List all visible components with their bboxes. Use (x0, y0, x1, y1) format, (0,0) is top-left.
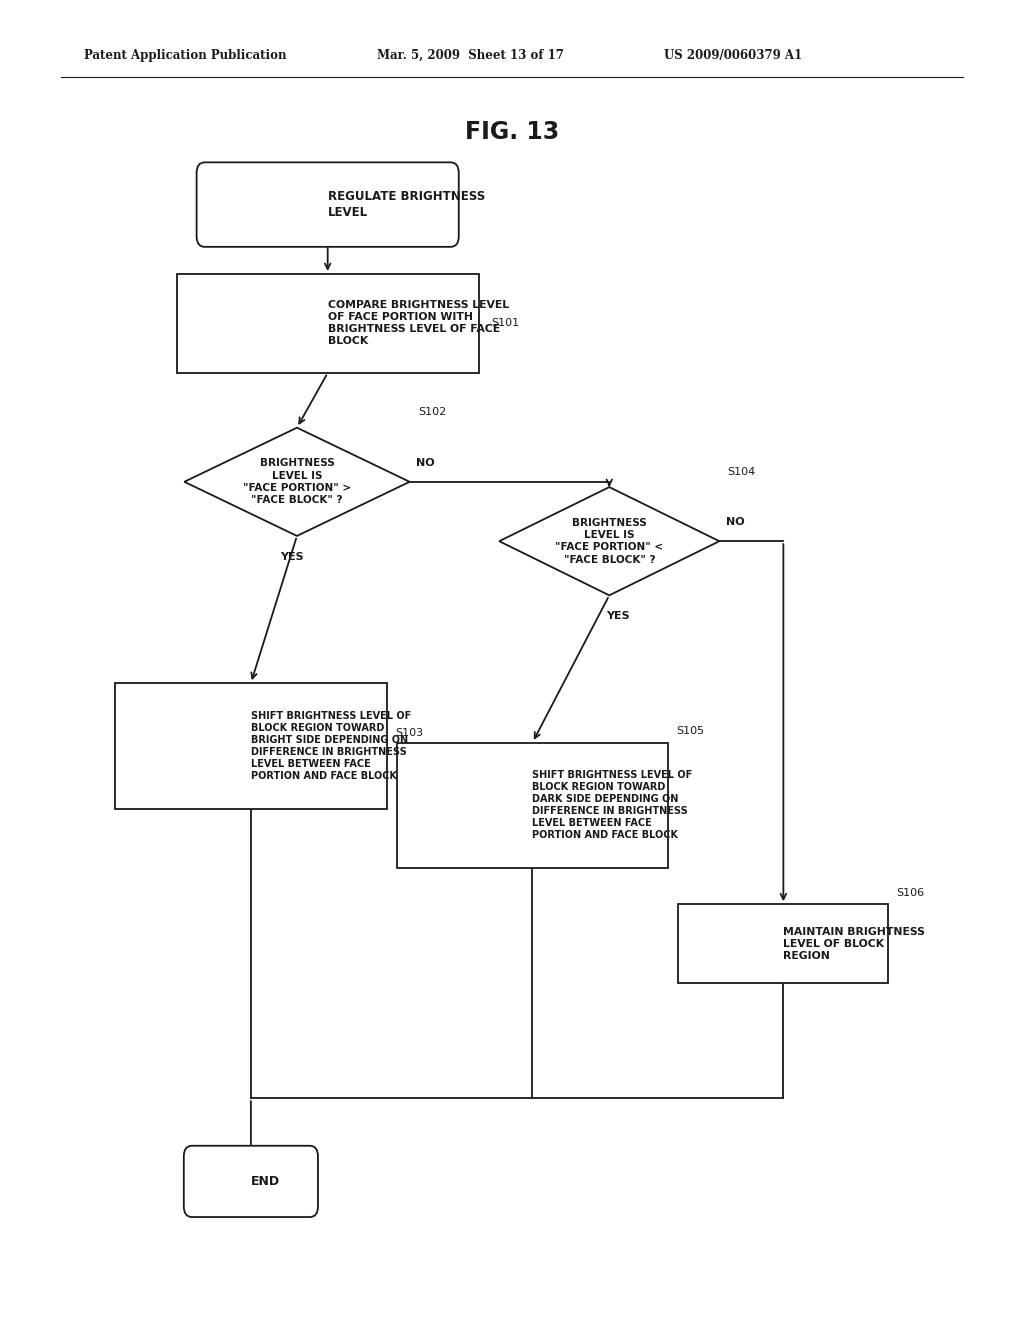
Text: S104: S104 (727, 466, 756, 477)
Bar (397, 742, 669, 869)
Text: BRIGHTNESS
LEVEL IS
"FACE PORTION" <
"FACE BLOCK" ?: BRIGHTNESS LEVEL IS "FACE PORTION" < "FA… (555, 517, 664, 565)
Text: S105: S105 (677, 726, 705, 737)
Text: BRIGHTNESS
LEVEL IS
"FACE PORTION" >
"FACE BLOCK" ?: BRIGHTNESS LEVEL IS "FACE PORTION" > "FA… (243, 458, 351, 506)
Text: US 2009/0060379 A1: US 2009/0060379 A1 (664, 49, 802, 62)
Text: S101: S101 (492, 318, 519, 329)
Polygon shape (500, 487, 719, 595)
Text: YES: YES (280, 552, 304, 562)
Text: MAINTAIN BRIGHTNESS
LEVEL OF BLOCK
REGION: MAINTAIN BRIGHTNESS LEVEL OF BLOCK REGIO… (783, 927, 926, 961)
FancyBboxPatch shape (197, 162, 459, 247)
Text: END: END (251, 1175, 280, 1188)
FancyBboxPatch shape (184, 1146, 317, 1217)
Text: SHIFT BRIGHTNESS LEVEL OF
BLOCK REGION TOWARD
BRIGHT SIDE DEPENDING ON
DIFFERENC: SHIFT BRIGHTNESS LEVEL OF BLOCK REGION T… (251, 710, 411, 781)
Text: REGULATE BRIGHTNESS
LEVEL: REGULATE BRIGHTNESS LEVEL (328, 190, 485, 219)
Text: SHIFT BRIGHTNESS LEVEL OF
BLOCK REGION TOWARD
DARK SIDE DEPENDING ON
DIFFERENCE : SHIFT BRIGHTNESS LEVEL OF BLOCK REGION T… (532, 770, 692, 841)
Text: S102: S102 (418, 407, 446, 417)
Text: YES: YES (605, 611, 630, 622)
Bar (177, 275, 479, 372)
Polygon shape (184, 428, 410, 536)
Text: Mar. 5, 2009  Sheet 13 of 17: Mar. 5, 2009 Sheet 13 of 17 (377, 49, 563, 62)
Text: FIG. 13: FIG. 13 (465, 120, 559, 144)
Text: Patent Application Publication: Patent Application Publication (84, 49, 287, 62)
Text: COMPARE BRIGHTNESS LEVEL
OF FACE PORTION WITH
BRIGHTNESS LEVEL OF FACE
BLOCK: COMPARE BRIGHTNESS LEVEL OF FACE PORTION… (328, 301, 509, 346)
Text: NO: NO (725, 517, 744, 528)
Text: S106: S106 (897, 887, 925, 898)
Text: S103: S103 (395, 727, 423, 738)
Bar (678, 904, 888, 983)
Text: NO: NO (416, 458, 434, 469)
Bar (115, 682, 387, 808)
